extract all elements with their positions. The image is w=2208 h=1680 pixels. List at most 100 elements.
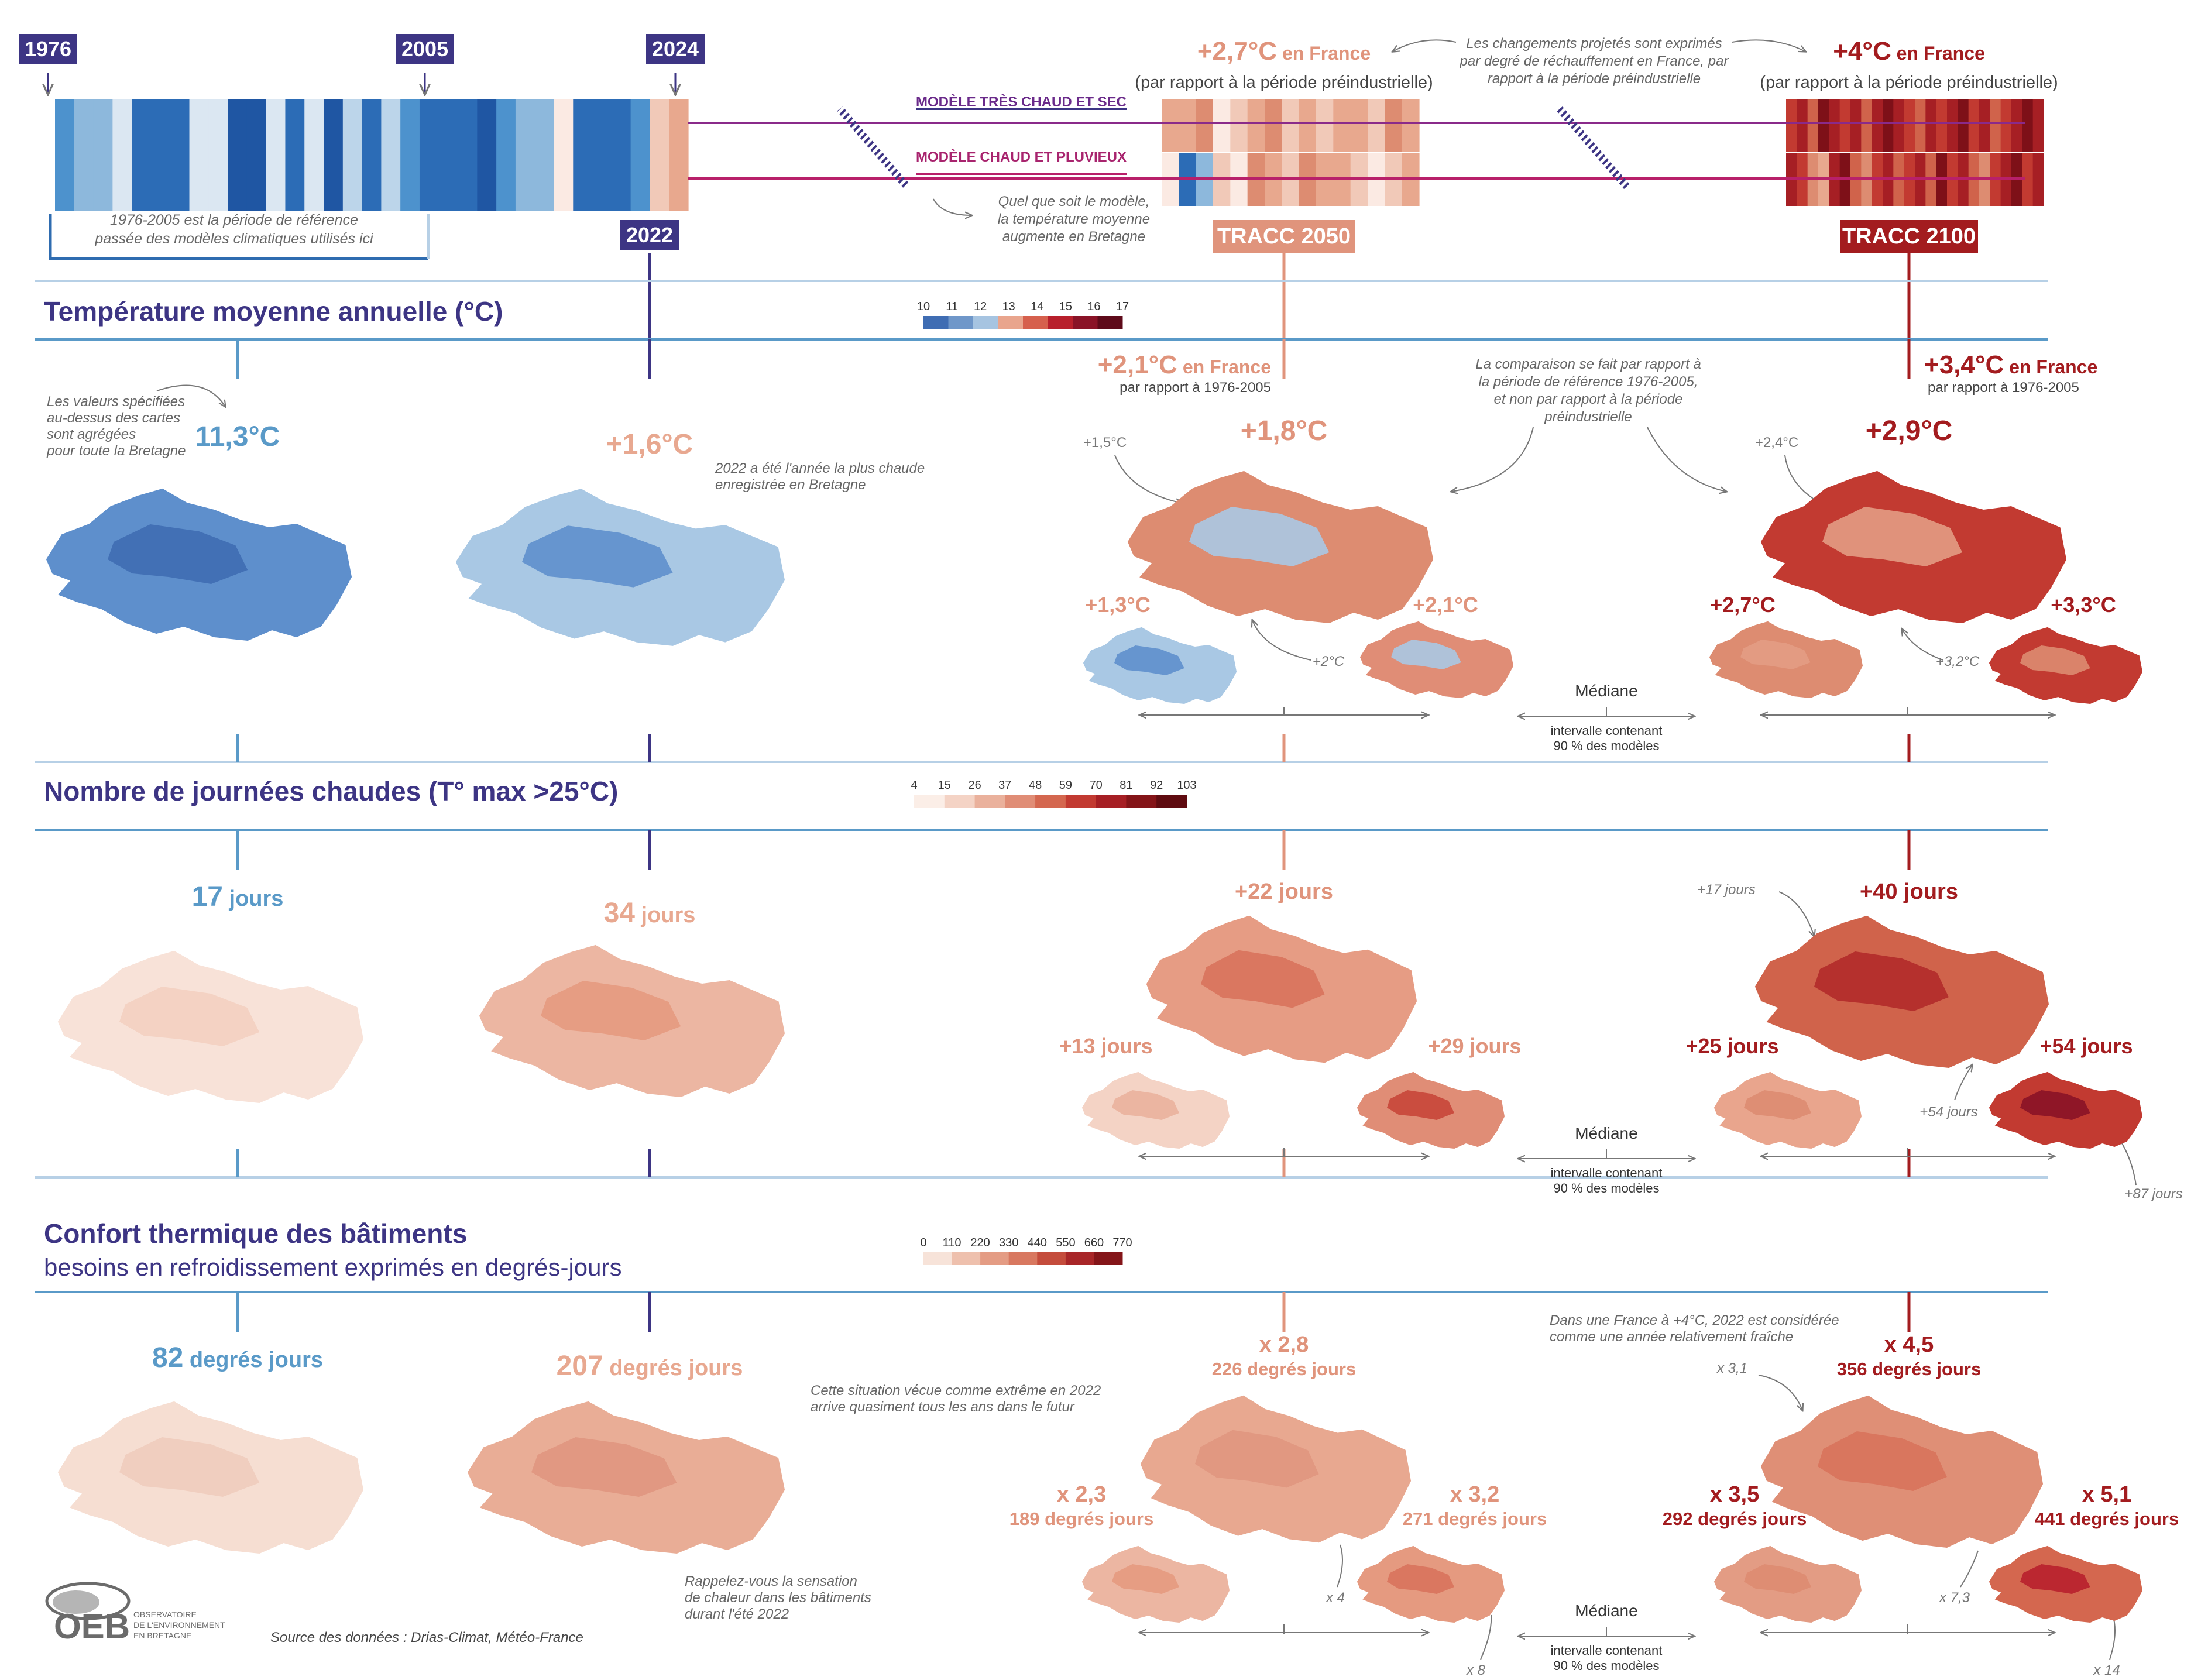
degree-days-2050-high-factor: x 3,2: [1450, 1482, 1500, 1507]
temperature-2100-low: +2,7°C: [1710, 593, 1775, 617]
map-hot-days-2050-low: [1081, 1071, 1230, 1149]
france-2050-sub: par rapport à 1976-2005: [1120, 380, 1271, 396]
svg-text:2024: 2024: [652, 37, 699, 61]
note-building-feel-line3: durant l'été 2022: [685, 1606, 789, 1622]
legend-tick: 13: [1002, 300, 1015, 313]
warming-stripe: [400, 99, 420, 211]
tracc-2050-badge: [1213, 220, 1355, 253]
section-dividers: [35, 280, 2048, 1332]
warming-2100-label: +4°C en France: [1833, 37, 1985, 66]
warming-stripe: [381, 99, 401, 211]
degree-days-2100-low-factor: x 3,5: [1710, 1482, 1760, 1507]
legend-swatch: [923, 1252, 953, 1265]
map-degree-days-reference: [57, 1401, 364, 1554]
section-temperature-title: Température moyenne annuelle (°C): [44, 296, 503, 327]
warming-stripe: [342, 99, 363, 211]
warming-2050-label: +2,7°C en France: [1197, 37, 1371, 66]
warming-stripe: [611, 99, 631, 211]
map-temperature-2100-high: [1989, 627, 2143, 705]
timeline: 1976 2005 2024 2022 1976-2005 est la pér…: [19, 34, 2058, 260]
warming-2100-sub: (par rapport à la période préindustriell…: [1760, 73, 2058, 92]
warming-stripe: [438, 99, 459, 211]
oeb-logo: OEB OBSERVATOIRE DE L'ENVIRONNEMENT EN B…: [45, 1582, 225, 1646]
degree-days-2100-annotation-c: x 14: [2093, 1662, 2120, 1677]
map-hot-days-2100-low: [1713, 1071, 1862, 1149]
degree-days-2050-median: 226 degrés jours: [1212, 1359, 1356, 1379]
warming-stripe: [285, 99, 305, 211]
map-hot-days-2050-median: [1146, 915, 1417, 1063]
map-temperature-2100-median: [1760, 470, 2067, 624]
degree-days-2050-low-factor: x 2,3: [1057, 1482, 1107, 1507]
interval-label-line2: 90 % des modèles: [1554, 1181, 1660, 1195]
warming-stripe: [1883, 99, 1894, 152]
warming-stripe: [1162, 99, 1179, 152]
degree-days-2050-factor: x 2,8: [1259, 1332, 1309, 1357]
projection-note: Les changements projetés sont exprimés: [1466, 36, 1722, 51]
note-2022-future: Cette situation vécue comme extrême en 2…: [811, 1383, 1101, 1399]
warming-stripe: [458, 99, 478, 211]
hot-days-2050-high: +29 jours: [1428, 1034, 1521, 1058]
svg-text:1976: 1976: [25, 37, 71, 61]
degree-days-2100-median: 356 degrés jours: [1837, 1359, 1981, 1379]
warming-stripe: [1915, 99, 1926, 152]
warming-stripe: [2011, 99, 2022, 152]
values-note-line3: sont agrégées: [47, 427, 136, 442]
svg-text:2022: 2022: [626, 223, 673, 247]
degree-days-2050-high: 271 degrés jours: [1403, 1509, 1547, 1529]
legend-tick: 15: [938, 779, 951, 792]
interval-label-line2: 90 % des modèles: [1554, 1658, 1660, 1673]
legend-tick: 103: [1177, 779, 1196, 792]
legend-swatch: [1005, 795, 1036, 808]
interval-label: intervalle contenant: [1551, 1166, 1663, 1180]
warming-stripe: [1968, 99, 1980, 152]
values-note-line2: au-dessus des cartes: [47, 410, 180, 426]
values-note: Les valeurs spécifiées: [47, 394, 185, 410]
degree-days-2050-annotation-b: x 8: [1466, 1662, 1486, 1677]
section-hot-days: Nombre de journées chaudes (T° max >25°C…: [44, 776, 2183, 1202]
warming-stripe: [1979, 99, 1990, 152]
legend-swatch: [1073, 316, 1098, 329]
legend-swatch: [914, 795, 945, 808]
hot-days-2022-value: 34 jours: [604, 898, 696, 929]
hot-days-reference-value: 17 jours: [192, 881, 284, 912]
france-2050-warming: +2,1°C en France: [1098, 351, 1271, 379]
interval-label-line2: 90 % des modèles: [1554, 738, 1660, 753]
source-note: Source des données : Drias-Climat, Météo…: [270, 1630, 583, 1645]
map-hot-days-reference: [57, 950, 364, 1104]
degree-days-2100-high-factor: x 5,1: [2082, 1482, 2132, 1507]
logo-line-1: OBSERVATOIRE: [133, 1610, 197, 1619]
legend-swatch: [944, 795, 976, 808]
temperature-2022-value: +1,6°C: [606, 429, 693, 460]
legend-swatch: [1094, 1252, 1123, 1265]
tracc-2100-badge: [1840, 220, 1978, 253]
model-hot-dry-label: MODÈLE TRÈS CHAUD ET SEC: [916, 94, 1127, 110]
warming-stripe: [1213, 99, 1231, 152]
warming-stripe: [1861, 99, 1873, 152]
legend-swatch: [1008, 1252, 1038, 1265]
median-label: Médiane: [1575, 682, 1637, 700]
comparison-note-line4: préindustrielle: [1544, 409, 1632, 425]
timeline-break-2: [1557, 106, 1630, 189]
warming-stripe: [419, 99, 439, 211]
map-hot-days-2100-high: [1989, 1071, 2143, 1149]
legend-tick: 59: [1059, 779, 1072, 792]
legend-swatch: [998, 316, 1024, 329]
warming-stripe: [554, 99, 574, 211]
map-temperature-2050-low: [1083, 627, 1237, 705]
year-badge-2024: 2024: [646, 34, 705, 94]
warming-stripe: [55, 99, 75, 211]
hot-days-2050-low: +13 jours: [1059, 1034, 1152, 1058]
legend-swatch: [1156, 795, 1187, 808]
section-hot-days-title: Nombre de journées chaudes (T° max >25°C…: [44, 776, 618, 806]
france-2100-sub: par rapport à 1976-2005: [1928, 380, 2079, 396]
warming-stripe: [170, 99, 190, 211]
note-2022-future-line2: arrive quasiment tous les ans dans le fu…: [811, 1399, 1075, 1415]
warming-2050-sub: (par rapport à la période préindustriell…: [1135, 73, 1433, 92]
values-note-line4: pour toute la Bretagne: [46, 443, 186, 459]
warming-stripe: [477, 99, 497, 211]
comparison-note-line2: la période de référence 1976-2005,: [1479, 374, 1698, 390]
warming-stripe: [573, 99, 593, 211]
